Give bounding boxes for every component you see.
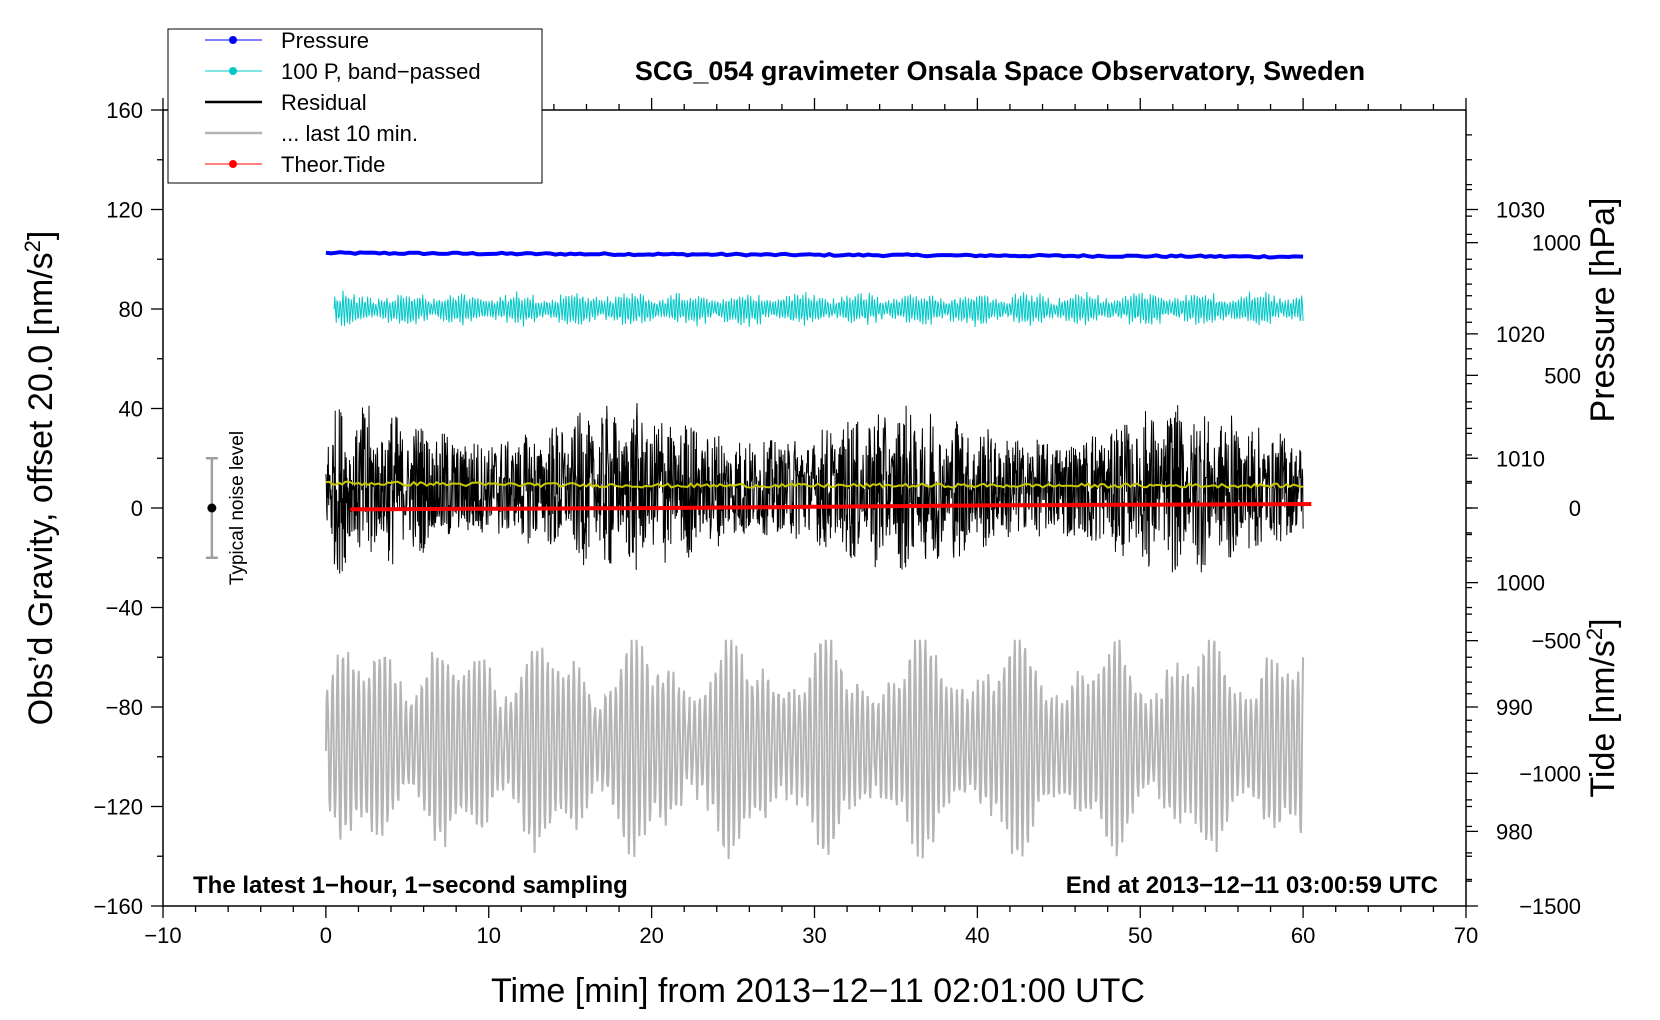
bandpassed-pressure-series — [333, 290, 1304, 328]
x-tick-label: 0 — [320, 923, 332, 948]
legend-label: Pressure — [281, 28, 369, 53]
legend-label: Theor.Tide — [281, 152, 385, 177]
x-axis-label: Time [min] from 2013−12−11 02:01:00 UTC — [491, 972, 1145, 1010]
legend-label: Residual — [281, 90, 367, 115]
tide-tick-label: −1500 — [1519, 894, 1581, 919]
y-tick-label: 160 — [106, 98, 143, 123]
y-axis-label-tide-text: Tide [nm/s — [1584, 640, 1622, 797]
noise-level-center-dot — [207, 503, 217, 513]
legend: Pressure 100 P, band−passed Residual ... la… — [167, 28, 543, 184]
last-10-min-series — [324, 639, 1305, 860]
pressure-series — [325, 250, 1304, 260]
pressure-tick-label: 980 — [1496, 819, 1533, 844]
legend-item: 100 P, band−passed — [205, 59, 481, 84]
y-axis-label-pressure: Pressure [hPa] — [1584, 198, 1622, 423]
theoretical-tide-series — [350, 502, 1312, 512]
tide-tick-label: 0 — [1569, 496, 1581, 521]
x-tick-label: 70 — [1454, 923, 1478, 948]
y-tick-label: 80 — [119, 297, 143, 322]
legend-marker — [229, 160, 237, 168]
y-axis-label-gravity-sup: 2 — [20, 240, 45, 252]
pressure-tick-label: 1030 — [1496, 198, 1545, 223]
legend-item: ... last 10 min. — [205, 121, 418, 146]
legend-label: ... last 10 min. — [281, 121, 418, 146]
pressure-tick-label: 1000 — [1496, 571, 1545, 596]
tick-labels-layer: −10 0 10 20 30 40 50 60 7016012080400−40−80−120−… — [93, 98, 1581, 948]
annotation-end-time: End at 2013−12−11 03:00:59 UTC — [1066, 872, 1438, 899]
pressure-tick-label: 990 — [1496, 695, 1533, 720]
y-tick-label: 40 — [119, 397, 143, 422]
legend-box — [167, 28, 543, 184]
y-tick-label: 0 — [131, 496, 143, 521]
y-tick-label: −160 — [93, 894, 143, 919]
y-axis-label-tide-sup: 2 — [1582, 628, 1607, 640]
y-tick-label: −120 — [93, 795, 143, 820]
residual-mean-series — [325, 480, 1304, 489]
x-tick-label: −10 — [144, 923, 181, 948]
pressure-tick-label: 1010 — [1496, 446, 1545, 471]
noise-level-label: Typical noise level — [227, 431, 248, 585]
y-axis-label-gravity-text: Obs’d Gravity, offset 20.0 [nm/s — [22, 252, 60, 725]
tide-tick-label: −500 — [1531, 629, 1581, 654]
y-tick-label: 120 — [106, 198, 143, 223]
legend-item: Residual — [205, 90, 367, 115]
y-tick-label: −40 — [106, 596, 143, 621]
pressure-tick-label: 1020 — [1496, 322, 1545, 347]
legend-item: Pressure — [205, 28, 369, 53]
annotation-latest-hour: The latest 1−hour, 1−second sampling — [193, 872, 628, 899]
y-axis-label-tide: Tide [nm/s2] — [1582, 618, 1623, 797]
legend-marker — [229, 36, 237, 44]
y-axis-label-gravity-end: ] — [22, 231, 60, 240]
noise-level-bar: Typical noise level — [205, 431, 248, 585]
x-tick-label: 40 — [965, 923, 989, 948]
residual-series — [325, 403, 1304, 574]
x-tick-label: 10 — [477, 923, 501, 948]
x-tick-label: 20 — [639, 923, 663, 948]
x-tick-label: 30 — [802, 923, 826, 948]
y-axis-label-tide-end: ] — [1584, 618, 1622, 627]
chart-title: SCG_054 gravimeter Onsala Space Observat… — [635, 56, 1365, 86]
tide-tick-label: 500 — [1544, 363, 1581, 388]
ticks-layer — [151, 98, 1478, 918]
legend-items: Pressure 100 P, band−passed Residual ... la… — [205, 28, 481, 177]
y-tick-label: −80 — [106, 695, 143, 720]
legend-label: 100 P, band−passed — [281, 59, 481, 84]
tide-tick-label: −1000 — [1519, 761, 1581, 786]
legend-marker — [229, 67, 237, 75]
x-tick-label: 50 — [1128, 923, 1152, 948]
y-axis-label-gravity: Obs’d Gravity, offset 20.0 [nm/s2] — [20, 231, 61, 726]
x-tick-label: 60 — [1291, 923, 1315, 948]
legend-item: Theor.Tide — [205, 152, 385, 177]
series-layer — [324, 250, 1312, 860]
tide-tick-label: 1000 — [1532, 231, 1581, 256]
